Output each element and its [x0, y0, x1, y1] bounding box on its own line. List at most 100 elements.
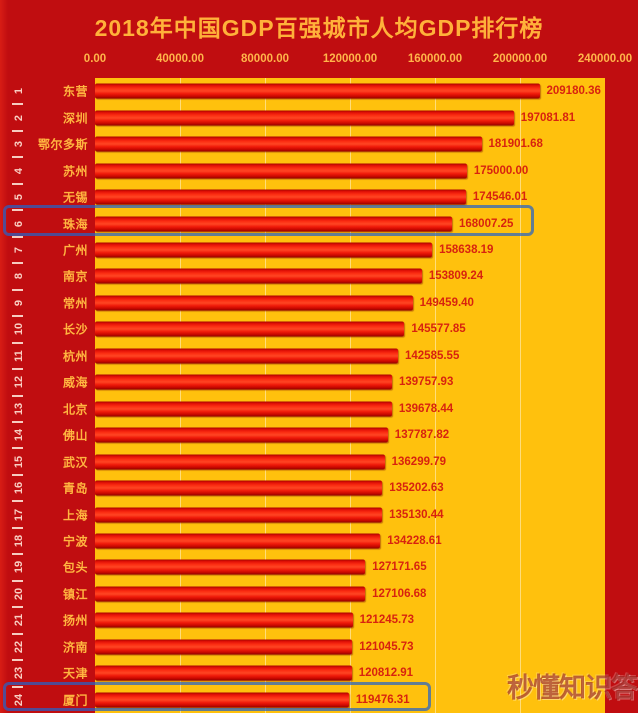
- city-label: 扬州: [62, 613, 88, 628]
- rank-label: 22: [13, 640, 25, 653]
- city-label: 广州: [62, 243, 88, 258]
- value-bar: [95, 242, 433, 258]
- rank-label: 9: [13, 299, 25, 306]
- value-label: 134228.61: [387, 535, 442, 547]
- x-axis-tick-label: 120000.00: [322, 53, 378, 65]
- chart-row: 23 天津 120812.91: [0, 660, 638, 686]
- rank-separator-tick: [12, 606, 23, 609]
- chart-row: 7 广州 158638.19: [0, 237, 638, 263]
- city-label: 包头: [62, 560, 88, 575]
- city-label: 无锡: [62, 190, 88, 205]
- chart-row: 9 常州 149459.40: [0, 290, 638, 316]
- city-label: 青岛: [62, 481, 88, 496]
- rank-separator-tick: [12, 420, 23, 423]
- chart-row: 2 深圳 197081.81: [0, 104, 638, 130]
- value-bar: [95, 454, 385, 470]
- value-bar: [95, 401, 392, 417]
- city-label: 珠海: [62, 217, 88, 231]
- rank-separator-tick: [12, 685, 23, 688]
- city-label: 南京: [62, 269, 88, 284]
- value-label: 137787.82: [394, 429, 450, 442]
- rank-separator-tick: [12, 553, 23, 556]
- value-bar: [95, 268, 422, 284]
- rank-label: 19: [13, 561, 25, 574]
- value-label: 181901.68: [488, 138, 543, 151]
- city-label: 厦门: [62, 693, 88, 708]
- chart-row: 13 北京 139678.44: [0, 396, 638, 422]
- chart-row: 16 青岛 135202.63: [0, 475, 638, 501]
- rank-label: 21: [13, 614, 25, 627]
- highlight-box-rank-6: [3, 205, 534, 237]
- rank-label: 16: [13, 481, 25, 495]
- city-label: 常州: [62, 296, 88, 311]
- city-label: 济南: [62, 640, 88, 655]
- value-label: 142585.55: [404, 349, 460, 362]
- city-label: 佛山: [62, 428, 88, 443]
- rank-label: 4: [13, 167, 25, 174]
- value-bar: [95, 533, 381, 549]
- chart-row: 20 镇江 127106.68: [0, 581, 638, 607]
- value-label: 145577.85: [411, 323, 466, 336]
- rank-label: 10: [13, 323, 25, 336]
- value-label: 139678.44: [398, 402, 454, 415]
- value-bar: [95, 163, 467, 179]
- value-bar: [95, 110, 514, 126]
- city-label: 宁波: [62, 534, 88, 549]
- value-label: 121045.73: [359, 640, 414, 653]
- city-label: 长沙: [62, 322, 88, 337]
- value-label: 149459.40: [419, 296, 474, 309]
- value-label: 121245.73: [359, 614, 415, 627]
- value-label: 158638.19: [439, 243, 494, 256]
- rank-label: 7: [13, 246, 25, 254]
- rank-separator-tick: [12, 288, 23, 291]
- value-bar: [95, 586, 366, 602]
- rank-separator-tick: [12, 235, 23, 238]
- x-axis-tick-label: 160000.00: [407, 53, 463, 65]
- x-axis-tick-label: 40000.00: [156, 53, 204, 65]
- value-bar: [95, 559, 366, 575]
- chart-row: 4 苏州 175000.00: [0, 157, 638, 183]
- value-bar: [95, 83, 540, 99]
- rank-separator-tick: [12, 129, 23, 132]
- x-axis-tick-label: 240000.00: [577, 53, 633, 65]
- chart-row: 5 无锡 174546.01: [0, 184, 638, 210]
- rank-separator-tick: [12, 500, 23, 503]
- chart-row: 6 珠海 168007.25: [0, 210, 638, 236]
- value-label: 139757.93: [398, 376, 454, 389]
- rank-label: 17: [13, 508, 25, 521]
- value-bar: [95, 665, 352, 681]
- rank-label: 18: [13, 534, 25, 548]
- value-bar: [95, 295, 413, 311]
- chart-row: 1 东营 209180.36: [0, 78, 638, 104]
- chart-row: 11 杭州 142585.55: [0, 343, 638, 369]
- city-label: 北京: [62, 402, 88, 417]
- value-label: 174546.01: [472, 191, 528, 204]
- watermark: 秒懂知识答: [507, 673, 638, 703]
- value-bar: [95, 692, 349, 708]
- chart-row: 24 厦门 119476.31: [0, 687, 638, 713]
- rank-separator-tick: [12, 394, 23, 397]
- x-axis-tick-label: 80000.00: [241, 53, 289, 65]
- rank-label: 2: [13, 114, 25, 121]
- value-bar: [95, 321, 405, 337]
- value-bar: [95, 480, 383, 496]
- city-label: 天津: [62, 666, 88, 681]
- x-axis-tick-label: 0.00: [83, 53, 107, 65]
- value-bar: [95, 348, 398, 364]
- value-label: 120812.91: [358, 667, 414, 680]
- chart-row: 12 威海 139757.93: [0, 369, 638, 395]
- rank-separator-tick: [12, 368, 23, 371]
- rank-label: 14: [13, 429, 25, 442]
- gridline: [520, 78, 521, 713]
- value-label: 209180.36: [546, 85, 601, 98]
- rank-label: 20: [13, 587, 25, 601]
- chart-row: 14 佛山 137787.82: [0, 422, 638, 448]
- city-label: 威海: [62, 375, 88, 390]
- value-label: 135202.63: [389, 482, 444, 495]
- city-label: 深圳: [62, 111, 88, 126]
- rank-separator-tick: [12, 156, 23, 159]
- rank-label: 3: [13, 141, 25, 148]
- value-label: 153809.24: [428, 270, 484, 283]
- city-label: 杭州: [62, 349, 88, 364]
- gridline: [180, 78, 181, 713]
